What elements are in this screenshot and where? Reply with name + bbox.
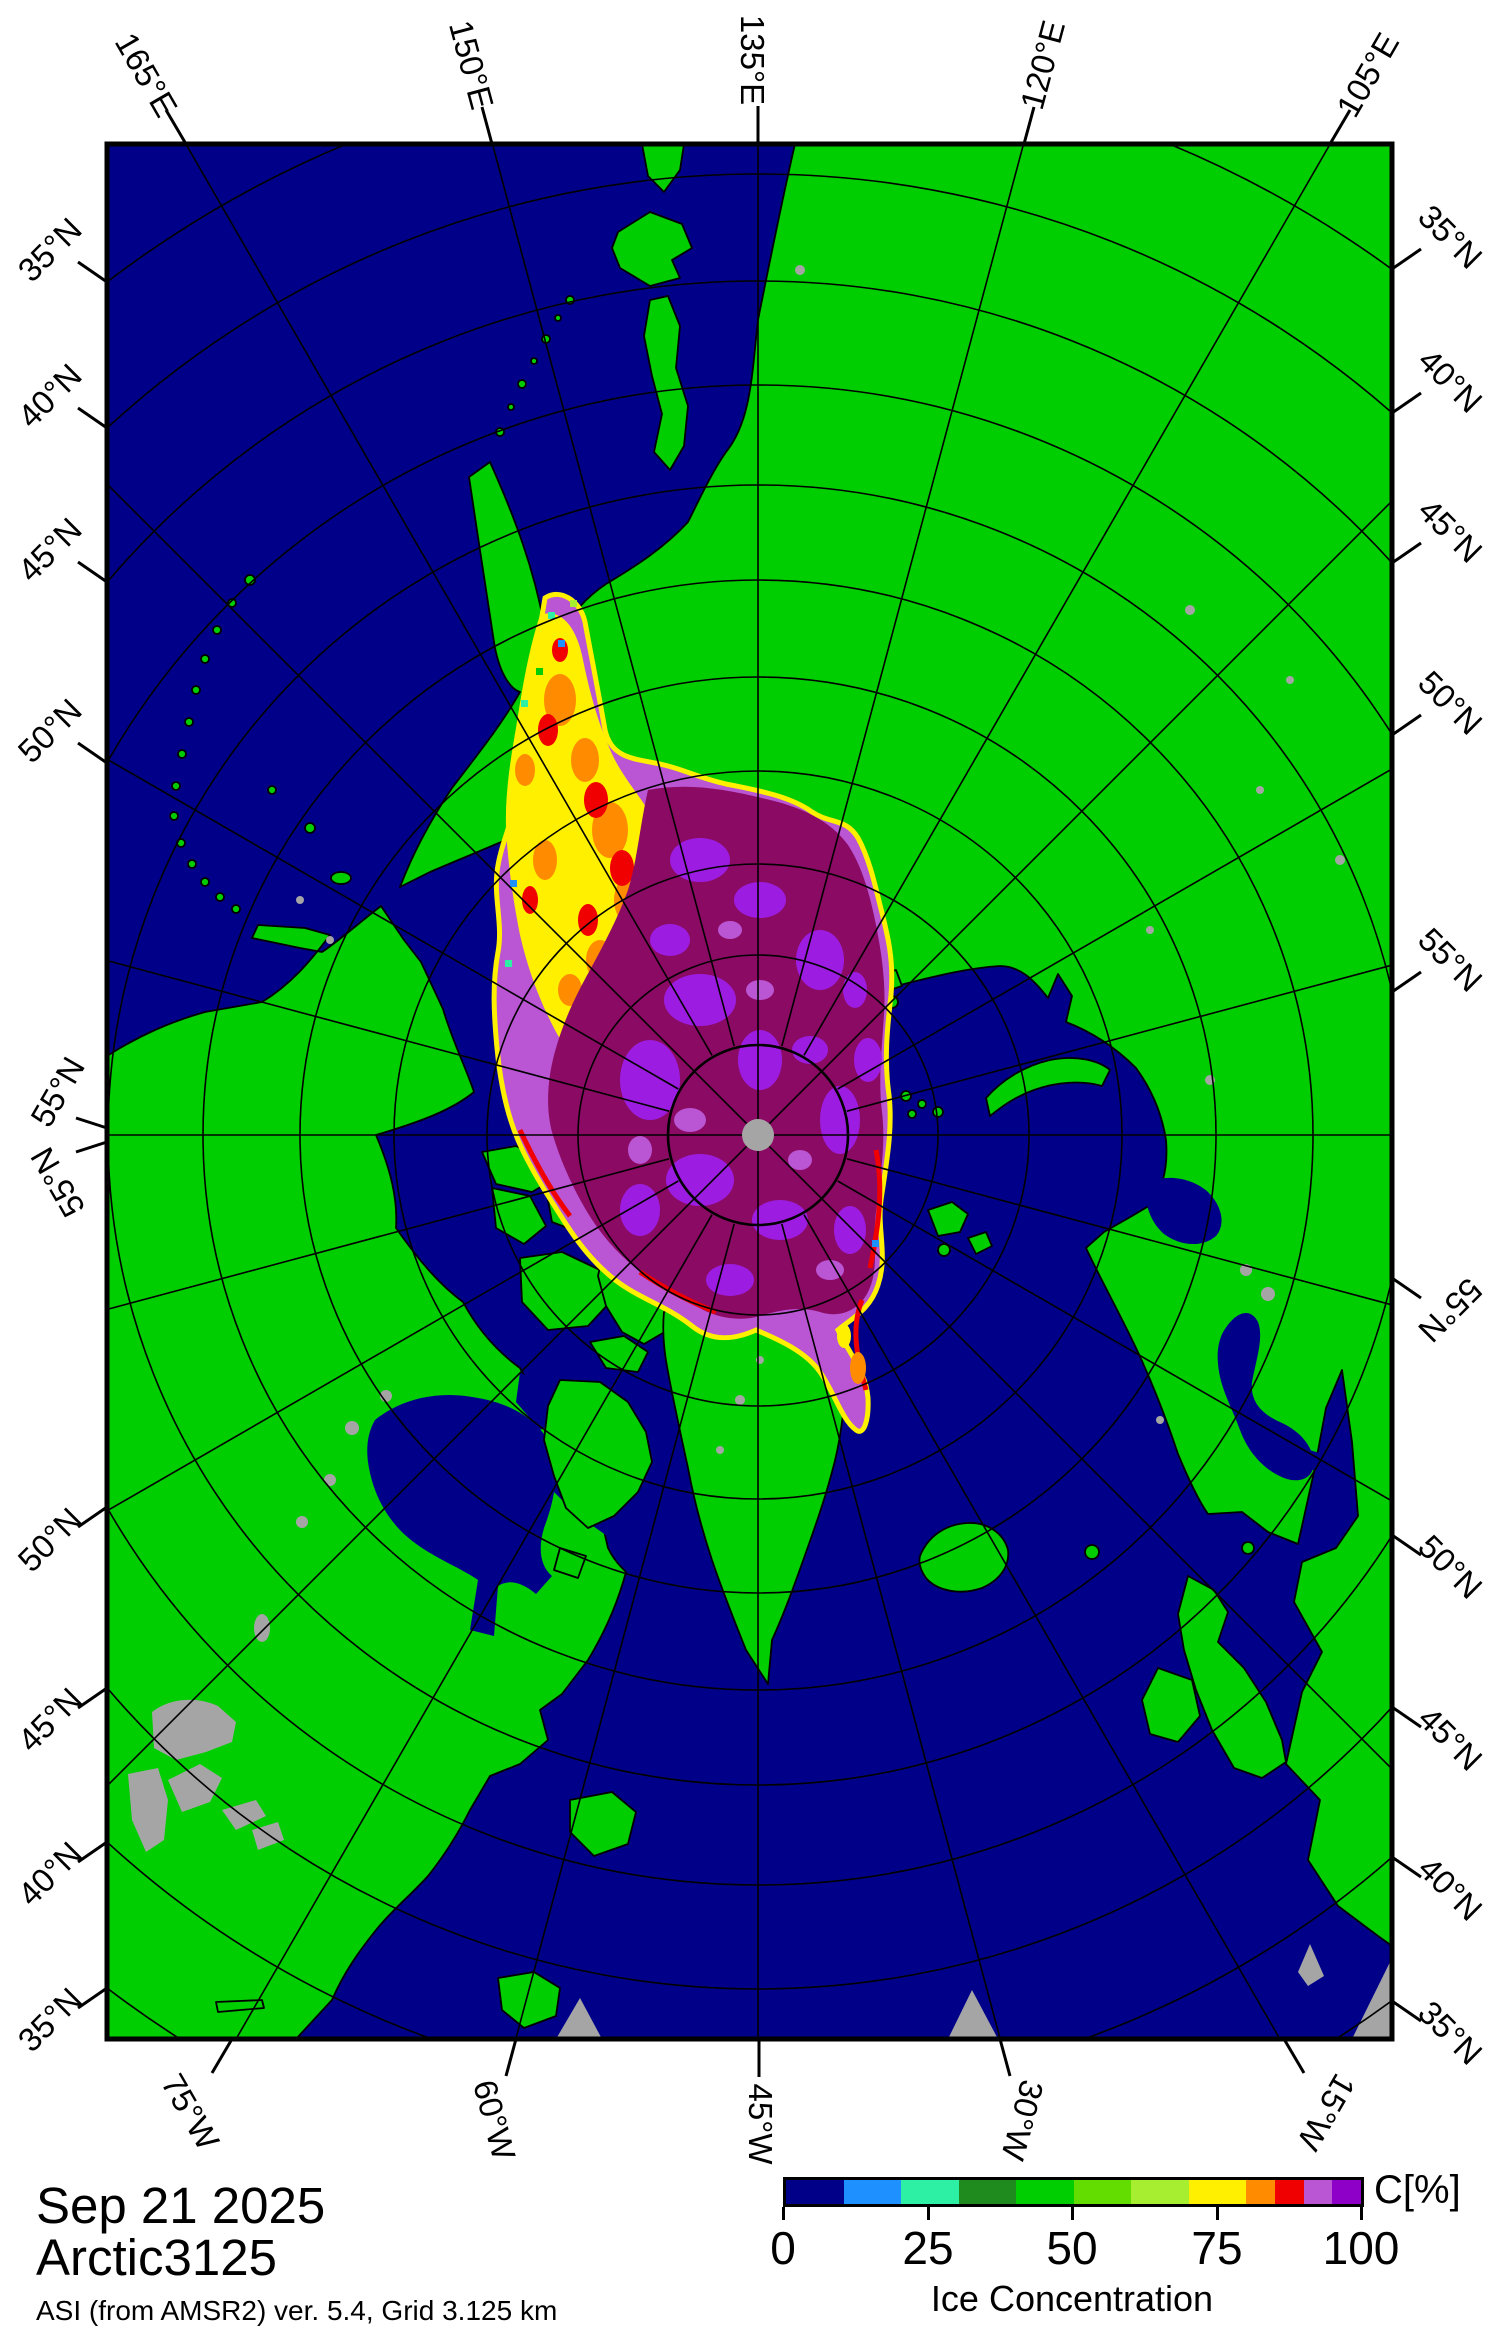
sea-ice-pack xyxy=(491,591,895,1434)
frame-ticks xyxy=(75,106,1422,2077)
aleutian-islands xyxy=(169,574,352,914)
colorbar-tick-label: 100 xyxy=(1322,2222,1400,2274)
colorbar-unit-label: C[%] xyxy=(1374,2168,1461,2212)
colorbar-segment xyxy=(843,2180,901,2204)
colorbar-tick-label: 0 xyxy=(770,2222,796,2274)
no-data-areas xyxy=(128,265,1392,2039)
title-region: Arctic3125 xyxy=(36,2229,277,2286)
pole-hole xyxy=(742,1119,774,1151)
colorbar-tick-label: 75 xyxy=(1191,2222,1243,2274)
colorbar-segment xyxy=(1188,2180,1246,2204)
title-source: ASI (from AMSR2) ver. 5.4, Grid 3.125 km xyxy=(36,2295,558,2326)
colorbar-segment xyxy=(1303,2180,1333,2204)
colorbar-segment xyxy=(786,2180,844,2204)
landmass-iceland-uk xyxy=(918,1522,1287,1779)
colorbar-tick-label: 25 xyxy=(902,2222,954,2274)
colorbar-tick xyxy=(1360,2207,1363,2220)
colorbar-caption: Ice Concentration xyxy=(930,2278,1214,2319)
colorbar-tick xyxy=(927,2207,930,2220)
colorbar-segment xyxy=(958,2180,1016,2204)
colorbar-segment xyxy=(1274,2180,1304,2204)
colorbar-segment xyxy=(1073,2180,1131,2204)
title-date: Sep 21 2025 xyxy=(36,2177,326,2234)
colorbar-segment xyxy=(1246,2180,1275,2204)
colorbar-segment xyxy=(1016,2180,1074,2204)
colorbar-segment xyxy=(1131,2180,1189,2204)
colorbar-tick-label: 50 xyxy=(1046,2222,1098,2274)
colorbar-tick xyxy=(782,2207,785,2220)
colorbar-segment xyxy=(901,2180,959,2204)
landmass-japan-sakhalin xyxy=(495,144,693,471)
lon-label-top: 135°E xyxy=(734,14,771,106)
colorbar-tick xyxy=(1216,2207,1219,2220)
lon-label-bottom: 45°W xyxy=(742,2083,779,2165)
colorbar-segment xyxy=(1332,2180,1361,2204)
map-frame xyxy=(104,141,1395,2042)
colorbar xyxy=(783,2177,1364,2207)
colorbar-tick xyxy=(1071,2207,1074,2220)
